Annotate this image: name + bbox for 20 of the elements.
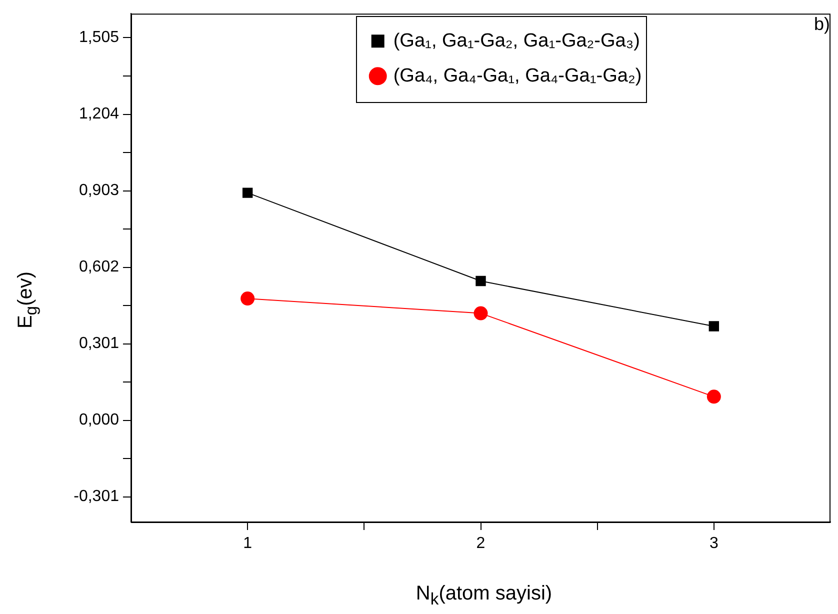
x-tick-label: 3	[709, 535, 718, 552]
y-tick-label: 0,301	[78, 335, 120, 352]
point	[242, 188, 253, 198]
x-tick-label: 2	[476, 535, 486, 552]
annotation: b)	[814, 14, 830, 35]
point	[706, 390, 721, 404]
y-tick-label: -0,301	[74, 488, 120, 506]
y-tick-label: 1,505	[78, 29, 120, 46]
point	[476, 276, 486, 286]
y-tick-label: 0,903	[78, 182, 120, 200]
x-tick-label: 1	[243, 535, 252, 552]
legend-label: (Ga₄, Ga₄-Ga₁, Ga₄-Ga₁-Ga₂)	[393, 65, 642, 86]
y-tick-label: 0,602	[78, 258, 120, 276]
point	[474, 306, 488, 320]
point	[240, 292, 255, 306]
y-tick-label: 0,000	[78, 412, 120, 429]
y-tick-label: 1,204	[78, 106, 120, 123]
legend-label: (Ga₁, Ga₁-Ga₂, Ga₁-Ga₂-Ga₃)	[393, 30, 640, 52]
x-axis-title: N$_{k}$(atom sayisi)	[416, 582, 552, 610]
point	[708, 321, 720, 332]
